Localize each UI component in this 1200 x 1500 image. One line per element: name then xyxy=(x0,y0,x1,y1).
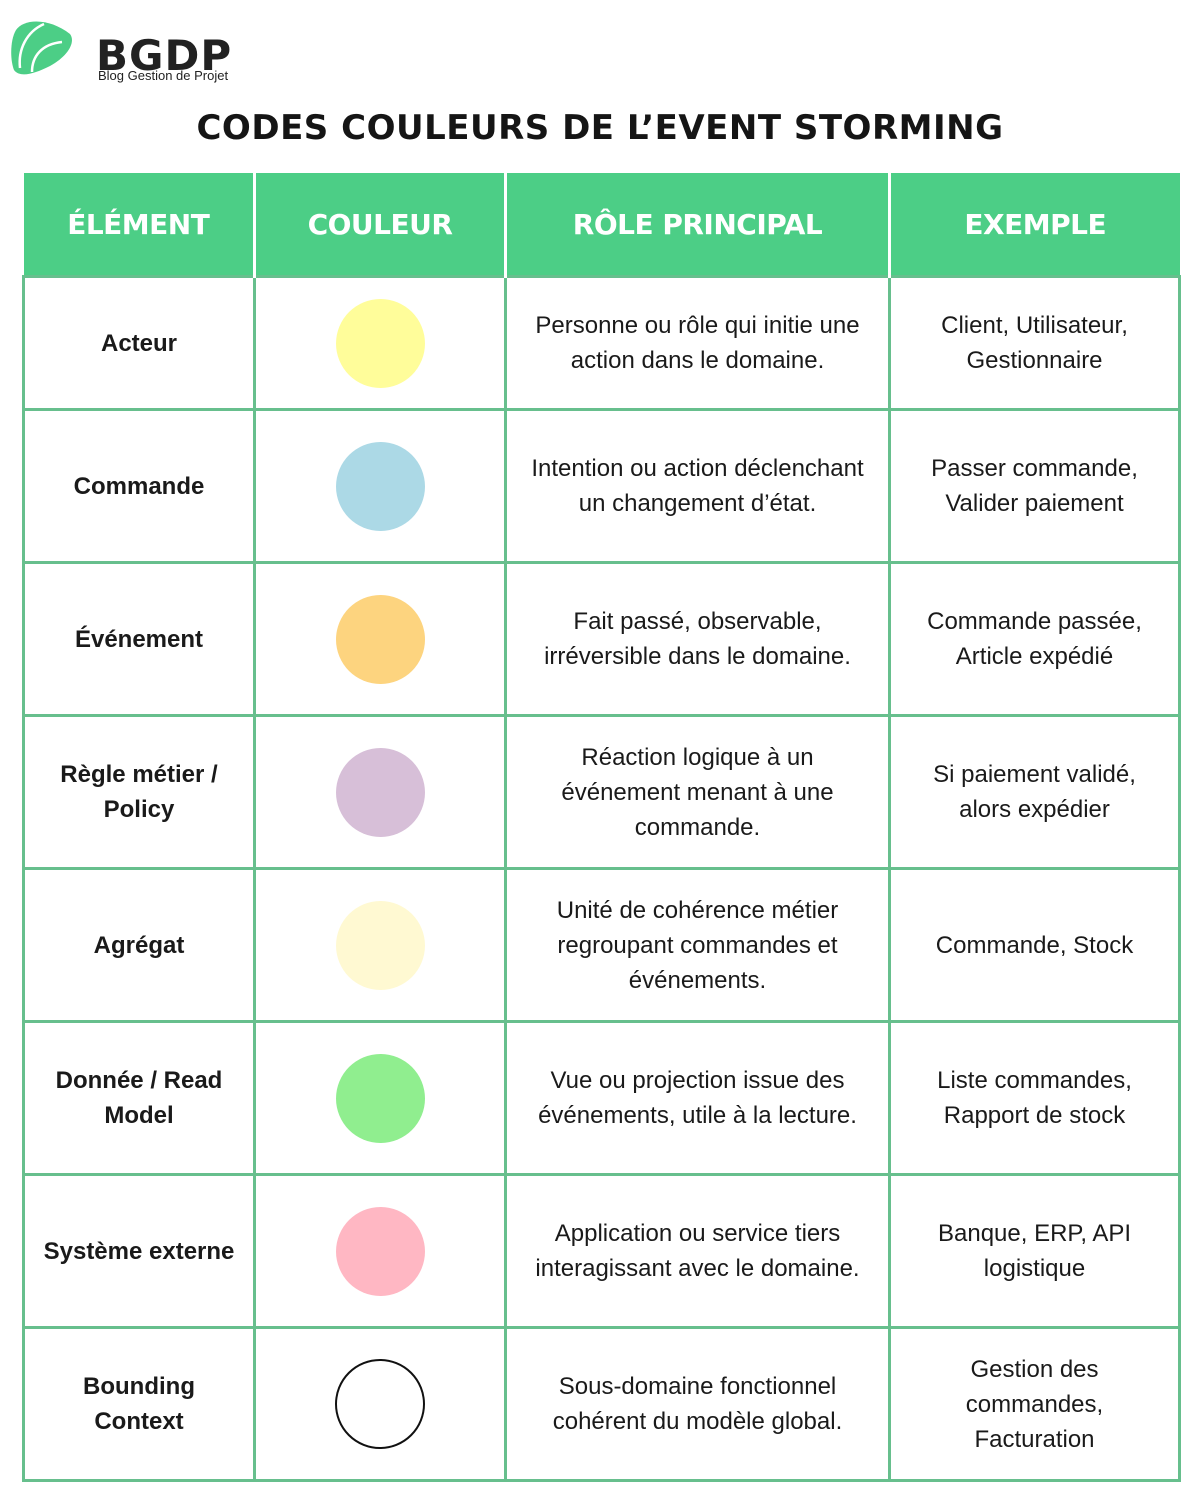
brand-logo: BGDP Blog Gestion de Projet xyxy=(10,16,240,86)
color-swatch-lilac xyxy=(335,747,425,837)
color-cell xyxy=(253,275,507,411)
color-cell xyxy=(253,561,507,717)
color-cell xyxy=(253,714,507,870)
element-cell: Acteur xyxy=(22,275,256,411)
role-cell: Vue ou projection issue des événements, … xyxy=(504,1020,891,1176)
example-cell: Liste commandes, Rapport de stock xyxy=(888,1020,1181,1176)
table-header-row: ÉLÉMENT COULEUR RÔLE PRINCIPAL EXEMPLE xyxy=(23,173,1180,277)
table-row: Acteur Personne ou rôle qui initie une a… xyxy=(22,275,1181,411)
table-row: Règle métier / Policy Réaction logique à… xyxy=(22,714,1181,870)
color-cell xyxy=(253,1326,507,1482)
element-cell: Système externe xyxy=(22,1173,256,1329)
table-row: Système externe Application ou service t… xyxy=(22,1173,1181,1329)
element-cell: Agrégat xyxy=(22,867,256,1023)
element-cell: Bounding Context xyxy=(22,1326,256,1482)
brand-tagline: Blog Gestion de Projet xyxy=(98,68,229,83)
table-row: Événement Fait passé, observable, irréve… xyxy=(22,561,1181,717)
role-cell: Sous-domaine fonctionnel cohérent du mod… xyxy=(504,1326,891,1482)
example-cell: Commande passée, Article expédié xyxy=(888,561,1181,717)
column-header-role: RÔLE PRINCIPAL xyxy=(504,173,890,277)
page-title: CODES COULEURS DE L’EVENT STORMING xyxy=(196,108,1004,148)
brand-name: BGDP xyxy=(96,31,233,80)
color-swatch-outline-circle xyxy=(335,1359,425,1449)
role-cell: Application ou service tiers interagissa… xyxy=(504,1173,891,1329)
color-codes-table: ÉLÉMENT COULEUR RÔLE PRINCIPAL EXEMPLE A… xyxy=(22,173,1181,1482)
example-cell: Passer commande, Valider paiement xyxy=(888,408,1181,564)
table-row: Commande Intention ou action déclenchant… xyxy=(22,408,1181,564)
color-cell xyxy=(253,408,507,564)
example-cell: Client, Utilisateur, Gestionnaire xyxy=(888,275,1181,411)
role-cell: Fait passé, observable, irréversible dan… xyxy=(504,561,891,717)
role-cell: Réaction logique à un événement menant à… xyxy=(504,714,891,870)
column-header-example: EXEMPLE xyxy=(888,173,1180,277)
role-cell: Intention ou action déclenchant un chang… xyxy=(504,408,891,564)
color-swatch-yellow xyxy=(335,298,425,388)
column-header-color: COULEUR xyxy=(253,173,506,277)
example-cell: Gestion des commandes, Facturation xyxy=(888,1326,1181,1482)
role-cell: Unité de cohérence métier regroupant com… xyxy=(504,867,891,1023)
element-cell: Règle métier / Policy xyxy=(22,714,256,870)
column-header-element: ÉLÉMENT xyxy=(23,173,255,277)
color-swatch-pink xyxy=(335,1206,425,1296)
example-cell: Banque, ERP, API logistique xyxy=(888,1173,1181,1329)
color-cell xyxy=(253,1020,507,1176)
table-row: Donnée / Read Model Vue ou projection is… xyxy=(22,1020,1181,1176)
color-swatch-blue xyxy=(335,441,425,531)
example-cell: Commande, Stock xyxy=(888,867,1181,1023)
leaf-logo-icon xyxy=(11,21,72,75)
table-row: Agrégat Unité de cohérence métier regrou… xyxy=(22,867,1181,1023)
role-cell: Personne ou rôle qui initie une action d… xyxy=(504,275,891,411)
color-cell xyxy=(253,867,507,1023)
color-swatch-green xyxy=(335,1053,425,1143)
color-swatch-pale-yellow xyxy=(335,900,425,990)
table-row: Bounding Context Sous-domaine fonctionne… xyxy=(22,1326,1181,1482)
color-cell xyxy=(253,1173,507,1329)
element-cell: Commande xyxy=(22,408,256,564)
element-cell: Donnée / Read Model xyxy=(22,1020,256,1176)
color-swatch-orange xyxy=(335,594,425,684)
example-cell: Si paiement validé, alors expédier xyxy=(888,714,1181,870)
element-cell: Événement xyxy=(22,561,256,717)
